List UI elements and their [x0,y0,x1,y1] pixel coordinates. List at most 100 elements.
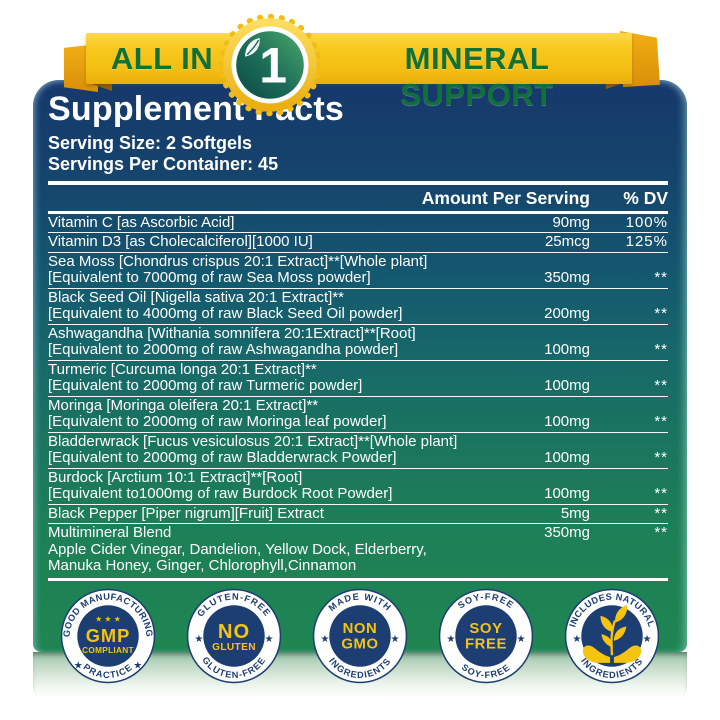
banner-ribbon [86,33,632,84]
ingredient-name: Moringa [Moringa oleifera 20:1 Extract]*… [48,397,482,431]
ingredient-name: Turmeric [Curcuma longa 20:1 Extract]**[… [48,360,482,395]
divider-bottom [48,577,668,581]
ingredient-name: Burdock [Arctium 10:1 Extract]**[Root] [E… [48,469,482,503]
badge-natural-ingredients: INCLUDES NATURAL INGREDIENTS ★ ★ [564,588,660,684]
ingredient-name: Ashwagandha [Withania somnifera 20:1Extr… [48,324,482,359]
ingredient-name: Black Pepper [Piper nigrum][Fruit] Extra… [48,504,482,523]
ingredient-name: Vitamin D3 [as Cholecalciferol][1000 IU] [48,233,482,251]
banner-text-all-in: ALL IN [110,41,214,76]
table-column-headers: Amount Per Serving % DV [48,185,668,211]
facts-panel: Supplement Facts Serving Size: 2 Softgel… [33,80,687,652]
servings-per-container-text: Servings Per Container: 45 [48,154,279,174]
svg-text:★: ★ [74,661,83,672]
svg-text:NON: NON [343,621,378,637]
table-row: Sea Moss [Chondrus crispus 20:1 Extract]… [48,251,668,288]
dv-value: 100% [625,213,668,231]
dv-value: ** [654,524,668,541]
certification-badges: GOOD MANUFACTURING PRACTICE ★ ★ ★ ★ ★ GMP COMP… [33,588,687,684]
ingredient-line: [Equivalent to 4000mg of raw Black Seed … [48,305,403,322]
ingredient-line: Multimineral Blend [48,524,172,541]
ribbon-fold-shadow-left [86,82,112,91]
dv-value: ** [654,413,668,430]
ingredient-line: [Equivalent to 2000mg of raw Ashwagandha… [48,341,399,358]
table-row: Vitamin D3 [as Cholecalciferol][1000 IU]… [48,232,668,252]
ingredient-line: Black Seed Oil [Nigella sativa 20:1 Extr… [48,288,344,306]
svg-text:★: ★ [517,634,526,645]
svg-text:FREE: FREE [465,636,507,652]
ingredient-line: [Equivalent to 7000mg of raw Sea Moss po… [48,269,371,286]
table-row: Ashwagandha [Withania somnifera 20:1Extr… [48,323,668,360]
ingredient-name: Bladderwrack [Fucus vesiculosus 20:1 Ext… [48,432,482,467]
amount-value: 200mg [544,305,590,322]
dv-value: ** [654,485,668,502]
ingredient-name: Sea Moss [Chondrus crispus 20:1 Extract]… [48,252,482,287]
amount-value: 100mg [544,341,590,358]
ingredient-line: Turmeric [Curcuma longa 20:1 Extract]** [48,360,317,378]
amount-value: 100mg [544,449,590,466]
table-row: Moringa [Moringa oleifera 20:1 Extract]*… [48,395,668,432]
amount-column-header: Amount Per Serving [421,188,590,208]
dv-value: ** [654,377,668,394]
svg-text:★: ★ [194,634,203,645]
divider-medium [48,211,668,214]
banner-text-mineral-support: MINERAL SUPPORT [400,41,554,112]
ingredient-line: [Equivalent to 2000mg of raw Turmeric po… [48,377,363,394]
ingredient-line: [Equivalent to 2000mg of raw Moringa lea… [48,413,387,430]
ingredient-name: Vitamin C [as Ascorbic Acid] [48,213,482,232]
ingredient-line: Bladderwrack [Fucus vesiculosus 20:1 Ext… [48,432,458,450]
svg-text:GMP: GMP [86,625,130,646]
amount-value: 100mg [544,413,590,430]
svg-text:1: 1 [259,38,287,94]
table-row: Vitamin C [as Ascorbic Acid] 90mg 100% [48,214,668,233]
ingredient-line: Vitamin C [as Ascorbic Acid] [48,213,235,231]
table-row: Black Seed Oil [Nigella sativa 20:1 Extr… [48,287,668,324]
badge-gmp-compliant: GOOD MANUFACTURING PRACTICE ★ ★ ★ ★ ★ GMP COMP… [60,588,156,684]
dv-column-header: % DV [623,188,668,208]
divider-thick [48,181,668,185]
amount-value: 90mg [552,213,590,231]
dv-value: ** [654,504,668,522]
ingredient-name: Multimineral Blend Apple Cider Vinegar, D… [48,524,482,575]
amount-value: 25mcg [544,233,590,250]
badge-soy-free: SOY-FREE SOY-FREE ★ ★ SOY FREE [438,588,534,684]
dv-value: ** [654,341,668,358]
amount-value: 350mg [544,524,590,541]
table-row: Bladderwrack [Fucus vesiculosus 20:1 Ext… [48,431,668,468]
svg-text:NO: NO [218,621,250,643]
svg-text:★ ★ ★: ★ ★ ★ [95,615,121,624]
dv-value: 125% [625,233,668,250]
dv-value: ** [654,449,668,466]
badge-no-gluten: GLUTEN-FREE GLUTEN-FREE ★ ★ NO GLUTEN [186,588,282,684]
serving-size-text: Serving Size: 2 Softgels [48,133,253,153]
svg-text:★: ★ [572,634,581,645]
hands-plant-icon [582,605,642,663]
svg-text:★: ★ [320,634,329,645]
amount-value: 100mg [544,485,590,502]
svg-text:★: ★ [265,634,274,645]
ingredient-line: Ashwagandha [Withania somnifera 20:1Extr… [48,324,416,342]
table-row: Black Pepper [Piper nigrum][Fruit] Extra… [48,503,668,524]
ingredient-line: [Equivalent to 2000mg of raw Bladderwrac… [48,449,397,466]
table-row: Turmeric [Curcuma longa 20:1 Extract]**[… [48,359,668,396]
ingredient-line: Sea Moss [Chondrus crispus 20:1 Extract]… [48,252,428,270]
svg-text:★: ★ [391,634,400,645]
number-one-seal: 1 [218,13,322,117]
ingredient-line: [Equivalent to1000mg of raw Burdock Root… [48,485,393,502]
table-row: Burdock [Arctium 10:1 Extract]**[Root] [E… [48,467,668,504]
ingredient-line: Manuka Honey, Ginger, Chlorophyll,Cinnam… [48,557,357,574]
ingredient-name: Black Seed Oil [Nigella sativa 20:1 Extr… [48,288,482,323]
svg-text:COMPLIANT: COMPLIANT [82,646,134,655]
svg-text:★: ★ [446,634,455,645]
ingredient-line: Apple Cider Vinegar, Dandelion, Yellow D… [48,540,427,558]
amount-value: 5mg [560,504,590,522]
ingredient-line: Black Pepper [Piper nigrum][Fruit] Extra… [48,504,324,522]
table-row: Multimineral Blend Apple Cider Vinegar, D… [48,523,668,576]
facts-rows: Vitamin C [as Ascorbic Acid] 90mg 100% Vita… [48,214,668,576]
dv-value: ** [654,305,668,322]
